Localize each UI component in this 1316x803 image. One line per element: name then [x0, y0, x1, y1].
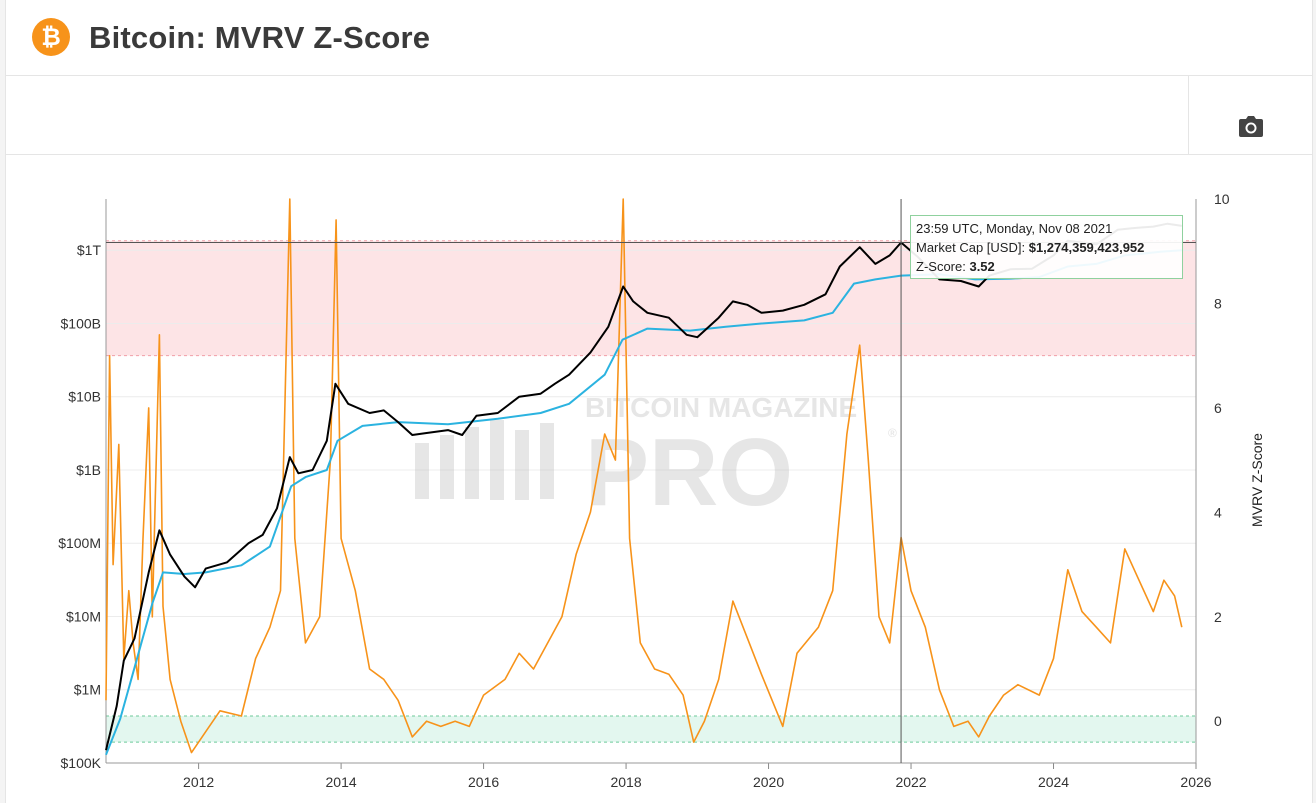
- x-tick-label: 2024: [1038, 774, 1069, 790]
- tooltip-zscore-label: Z-Score:: [916, 259, 966, 274]
- y-left-tick-label: $100M: [58, 535, 101, 551]
- mvrv-chart[interactable]: BITCOIN MAGAZINE PRO ® $100K $1M $10M $100M…: [0, 155, 1316, 803]
- y-left-tick-label: $1M: [74, 682, 101, 698]
- chart-toolbar: [6, 76, 1312, 155]
- y-right-tick-label: 8: [1214, 295, 1222, 311]
- x-tick-label: 2012: [183, 774, 214, 790]
- watermark-text-top: BITCOIN MAGAZINE: [585, 392, 857, 423]
- y-left-tick-label: $100K: [61, 755, 102, 771]
- watermark-bar: [440, 435, 454, 499]
- watermark-bar: [465, 427, 479, 499]
- x-tick-label: 2026: [1180, 774, 1211, 790]
- watermark-bar: [515, 430, 529, 500]
- x-tick-label: 2018: [610, 774, 641, 790]
- y-right-tick-label: 0: [1214, 713, 1222, 729]
- page-header: ₿ Bitcoin: MVRV Z-Score: [6, 0, 1312, 76]
- y-left-tick-label: $1B: [76, 462, 101, 478]
- y-left-tick-label: $10M: [66, 608, 101, 624]
- y-left-tick-label: $10B: [68, 389, 101, 405]
- watermark-bar: [490, 420, 504, 500]
- x-tick-label: 2014: [326, 774, 357, 790]
- tooltip-time: 23:59 UTC, Monday, Nov 08 2021: [916, 221, 1113, 236]
- undervalued-band: [106, 716, 1196, 743]
- x-tick-label: 2022: [895, 774, 926, 790]
- watermark-registered-mark: ®: [888, 426, 897, 440]
- y-right-tick-label: 10: [1214, 191, 1230, 207]
- watermark-bar: [415, 443, 429, 499]
- tooltip-zscore-value: 3.52: [969, 259, 995, 274]
- camera-icon[interactable]: [1238, 116, 1264, 138]
- tooltip-market-cap-value: $1,274,359,423,952: [1028, 240, 1145, 255]
- tooltip-zscore: Z-Score: 3.52: [916, 257, 1182, 276]
- watermark: BITCOIN MAGAZINE PRO ®: [415, 392, 897, 526]
- y-right-tick-label: 4: [1214, 504, 1222, 520]
- y-left-tick-label: $100B: [61, 315, 101, 331]
- toolbar-divider: [1188, 76, 1189, 154]
- y-right-tick-label: 2: [1214, 609, 1222, 625]
- zscore-series-line: [105, 198, 1183, 754]
- y-axis-right-label: MVRV Z-Score: [1249, 433, 1265, 527]
- tooltip-market-cap-label: Market Cap [USD]:: [916, 240, 1026, 255]
- hover-tooltip: 23:59 UTC, Monday, Nov 08 2021 Market Ca…: [910, 215, 1183, 279]
- watermark-bar: [540, 423, 554, 499]
- chart-card: ₿ Bitcoin: MVRV Z-Score: [5, 0, 1313, 803]
- x-tick-label: 2016: [468, 774, 499, 790]
- bitcoin-logo-icon: ₿: [32, 18, 70, 56]
- tooltip-market-cap: Market Cap [USD]: $1,274,359,423,952: [916, 238, 1182, 257]
- y-right-tick-label: 6: [1214, 400, 1222, 416]
- page-title: Bitcoin: MVRV Z-Score: [89, 20, 431, 55]
- axes: $100K $1M $10M $100M $1B $10B $100B $1T 0 2 4 6 8 10 2…: [58, 191, 1230, 790]
- x-tick-label: 2020: [753, 774, 784, 790]
- market-cap-series-line: [105, 222, 1182, 751]
- watermark-text-pro: PRO: [585, 419, 793, 526]
- y-left-tick-label: $1T: [77, 242, 102, 258]
